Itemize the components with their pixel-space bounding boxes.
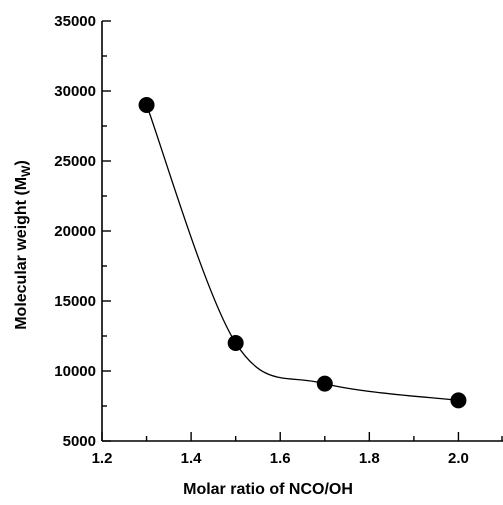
y-tick-label: 5000 (63, 433, 96, 450)
y-axis-label-main: Molecular weight (M (13, 177, 30, 330)
data-point (316, 375, 333, 392)
x-tick-label: 1.2 (92, 450, 113, 467)
x-ticks: 1.2 1.4 1.6 1.8 2.0 (92, 432, 503, 467)
y-axis-label: Molecular weight (MW) (13, 160, 33, 330)
y-axis-label-subscript: W (19, 165, 33, 177)
x-tick-label: 2.0 (448, 450, 469, 467)
y-tick-label: 25000 (54, 153, 96, 170)
y-tick-label: 35000 (54, 13, 96, 30)
y-tick-label: 30000 (54, 83, 96, 100)
x-tick-label: 1.8 (359, 450, 380, 467)
data-point (138, 97, 155, 113)
data-points (138, 97, 467, 409)
fit-curve (145, 104, 459, 402)
y-tick-label: 20000 (54, 223, 96, 240)
y-tick-label: 15000 (54, 293, 96, 310)
y-tick-label: 10000 (54, 363, 96, 380)
data-point (450, 392, 467, 409)
data-point (227, 335, 244, 351)
y-ticks: 5000 10000 15000 20000 25000 30000 35000 (54, 13, 111, 450)
x-axis-label: Molar ratio of NCO/OH (183, 481, 353, 498)
axes (101, 21, 503, 442)
y-axis-label-close: ) (13, 160, 30, 165)
x-tick-label: 1.4 (181, 450, 203, 467)
x-tick-label: 1.6 (270, 450, 291, 467)
